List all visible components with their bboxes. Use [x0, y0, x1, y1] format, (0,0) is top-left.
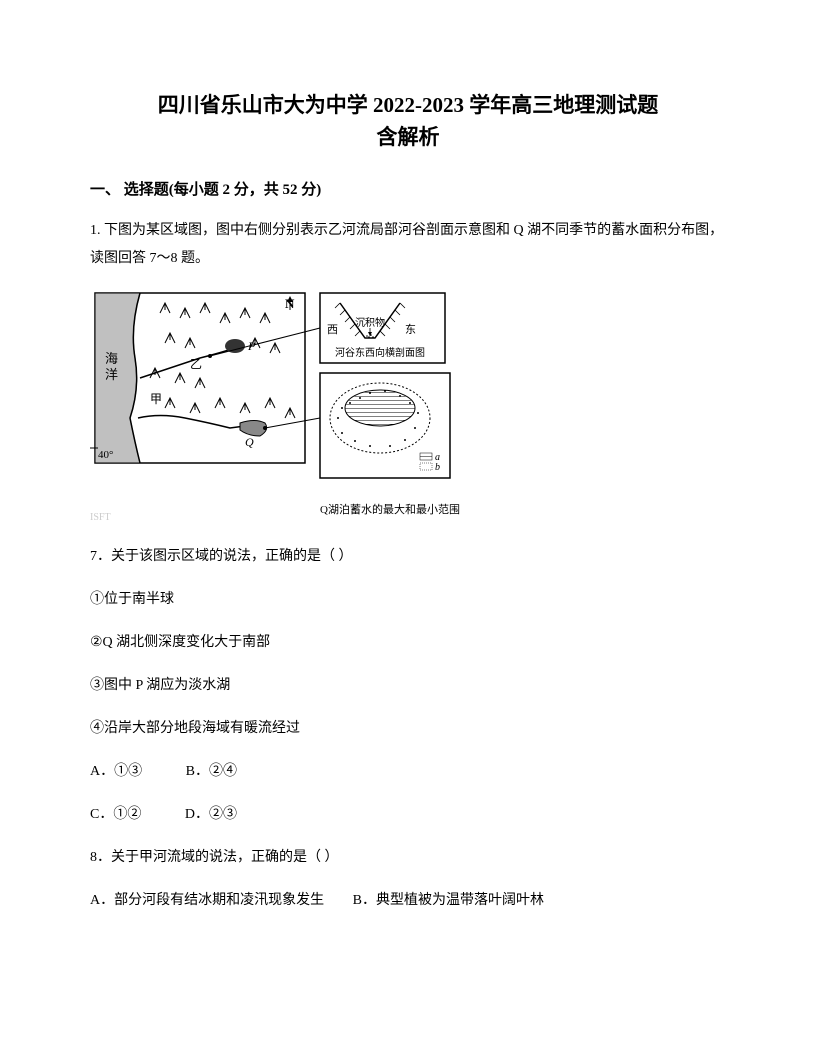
question-1-intro: 1. 下图为某区域图，图中右侧分别表示乙河流局部河谷剖面示意图和 Q 湖不同季节…	[90, 217, 726, 273]
q7-choices-cd: C．①② D．②③	[90, 801, 726, 829]
p-lake	[225, 339, 245, 353]
cross-section-caption: 河谷东西向横剖面图	[335, 346, 425, 359]
title-line-1: 四川省乐山市大为中学 2022-2023 学年高三地理测试题	[90, 90, 726, 122]
q7-choice-c: C．①②	[90, 801, 141, 829]
q8-choice-a: A．部分河段有结冰期和凌汛现象发生	[90, 887, 324, 915]
ocean-label: 海洋	[105, 351, 118, 382]
sediment-label: 沉积物	[355, 316, 385, 329]
west-label: 西	[327, 324, 338, 336]
q-lake	[240, 421, 267, 437]
q7-choice-a: A．①③	[90, 758, 142, 786]
q7-choice-d: D．②③	[185, 801, 237, 829]
q-label: Q	[245, 435, 254, 449]
title-line-2: 含解析	[90, 122, 726, 154]
exam-title: 四川省乐山市大为中学 2022-2023 学年高三地理测试题 含解析	[90, 90, 726, 153]
jia-label: 甲	[150, 392, 162, 406]
q7-choice-b: B．②④	[186, 758, 237, 786]
q8-stem: 8．关于甲河流域的说法，正确的是（ ）	[90, 844, 726, 872]
river-yi	[140, 348, 235, 378]
q7-opt2: ②Q 湖北侧深度变化大于南部	[90, 629, 726, 657]
q7-choices-ab: A．①③ B．②④	[90, 758, 726, 786]
q7-stem: 7．关于该图示区域的说法，正确的是（ ）	[90, 543, 726, 571]
lat-label: 40°	[98, 449, 113, 461]
q8-choice-b: B．典型植被为温带落叶阔叶林	[353, 887, 544, 915]
river-jia	[138, 416, 245, 429]
map-figure: 海洋 N	[90, 288, 455, 498]
section-header: 一、 选择题(每小题 2 分，共 52 分)	[90, 178, 726, 199]
east-label: 东	[405, 323, 416, 336]
figure-container: 海洋 N	[90, 288, 726, 523]
q7-opt4: ④沿岸大部分地段海域有暖流经过	[90, 715, 726, 743]
yi-label: 乙	[190, 357, 202, 371]
q8-choices-ab: A．部分河段有结冰期和凌汛现象发生 B．典型植被为温带落叶阔叶林	[90, 887, 726, 915]
q7-opt3: ③图中 P 湖应为淡水湖	[90, 672, 726, 700]
q7-opt1: ①位于南半球	[90, 586, 726, 614]
mountain-symbols	[150, 303, 295, 418]
legend-b: b	[435, 462, 440, 473]
